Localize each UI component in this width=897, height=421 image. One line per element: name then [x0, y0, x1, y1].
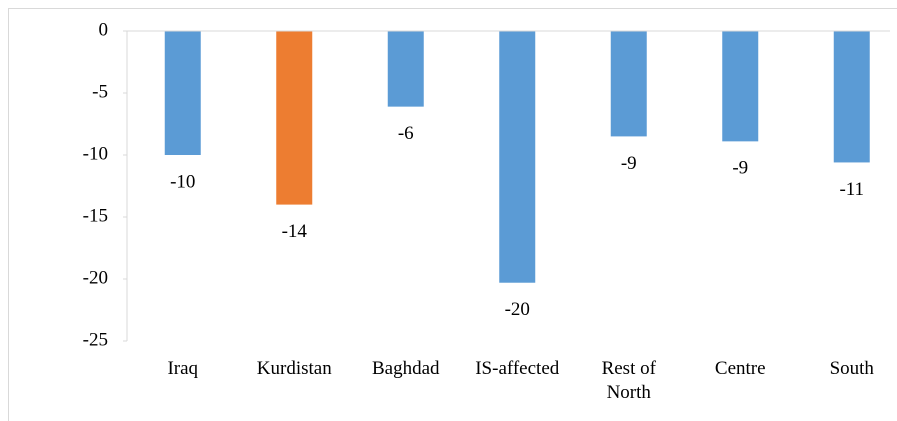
data-label: -6 — [398, 123, 414, 144]
bar — [276, 31, 313, 205]
y-tick-label: -20 — [83, 267, 108, 288]
bar — [387, 31, 424, 107]
y-tick-label: -10 — [83, 143, 108, 164]
y-tick-label: -25 — [83, 329, 108, 350]
data-label: -9 — [732, 158, 748, 179]
bar — [499, 31, 536, 283]
x-tick-label: Rest of North — [601, 358, 656, 403]
y-tick-label: -5 — [92, 81, 108, 102]
bar — [722, 31, 759, 142]
y-tick-label: 0 — [99, 19, 109, 40]
x-tick-label: Centre — [714, 358, 766, 379]
x-tick-label: IS-affected — [475, 358, 560, 379]
x-tick-label: South — [829, 358, 874, 379]
y-tick-label: -15 — [83, 205, 108, 226]
x-tick-label: Kurdistan — [256, 358, 332, 379]
data-label: -10 — [170, 171, 195, 192]
data-label: -14 — [282, 221, 308, 242]
data-label: -11 — [839, 179, 864, 200]
bar — [833, 31, 870, 163]
x-tick-label: Iraq — [167, 358, 199, 379]
x-tick-label: Baghdad — [371, 358, 440, 379]
data-label: -20 — [505, 299, 530, 320]
chart-border — [8, 8, 897, 421]
data-label: -9 — [621, 153, 637, 174]
bar — [164, 31, 201, 155]
bar — [610, 31, 647, 137]
